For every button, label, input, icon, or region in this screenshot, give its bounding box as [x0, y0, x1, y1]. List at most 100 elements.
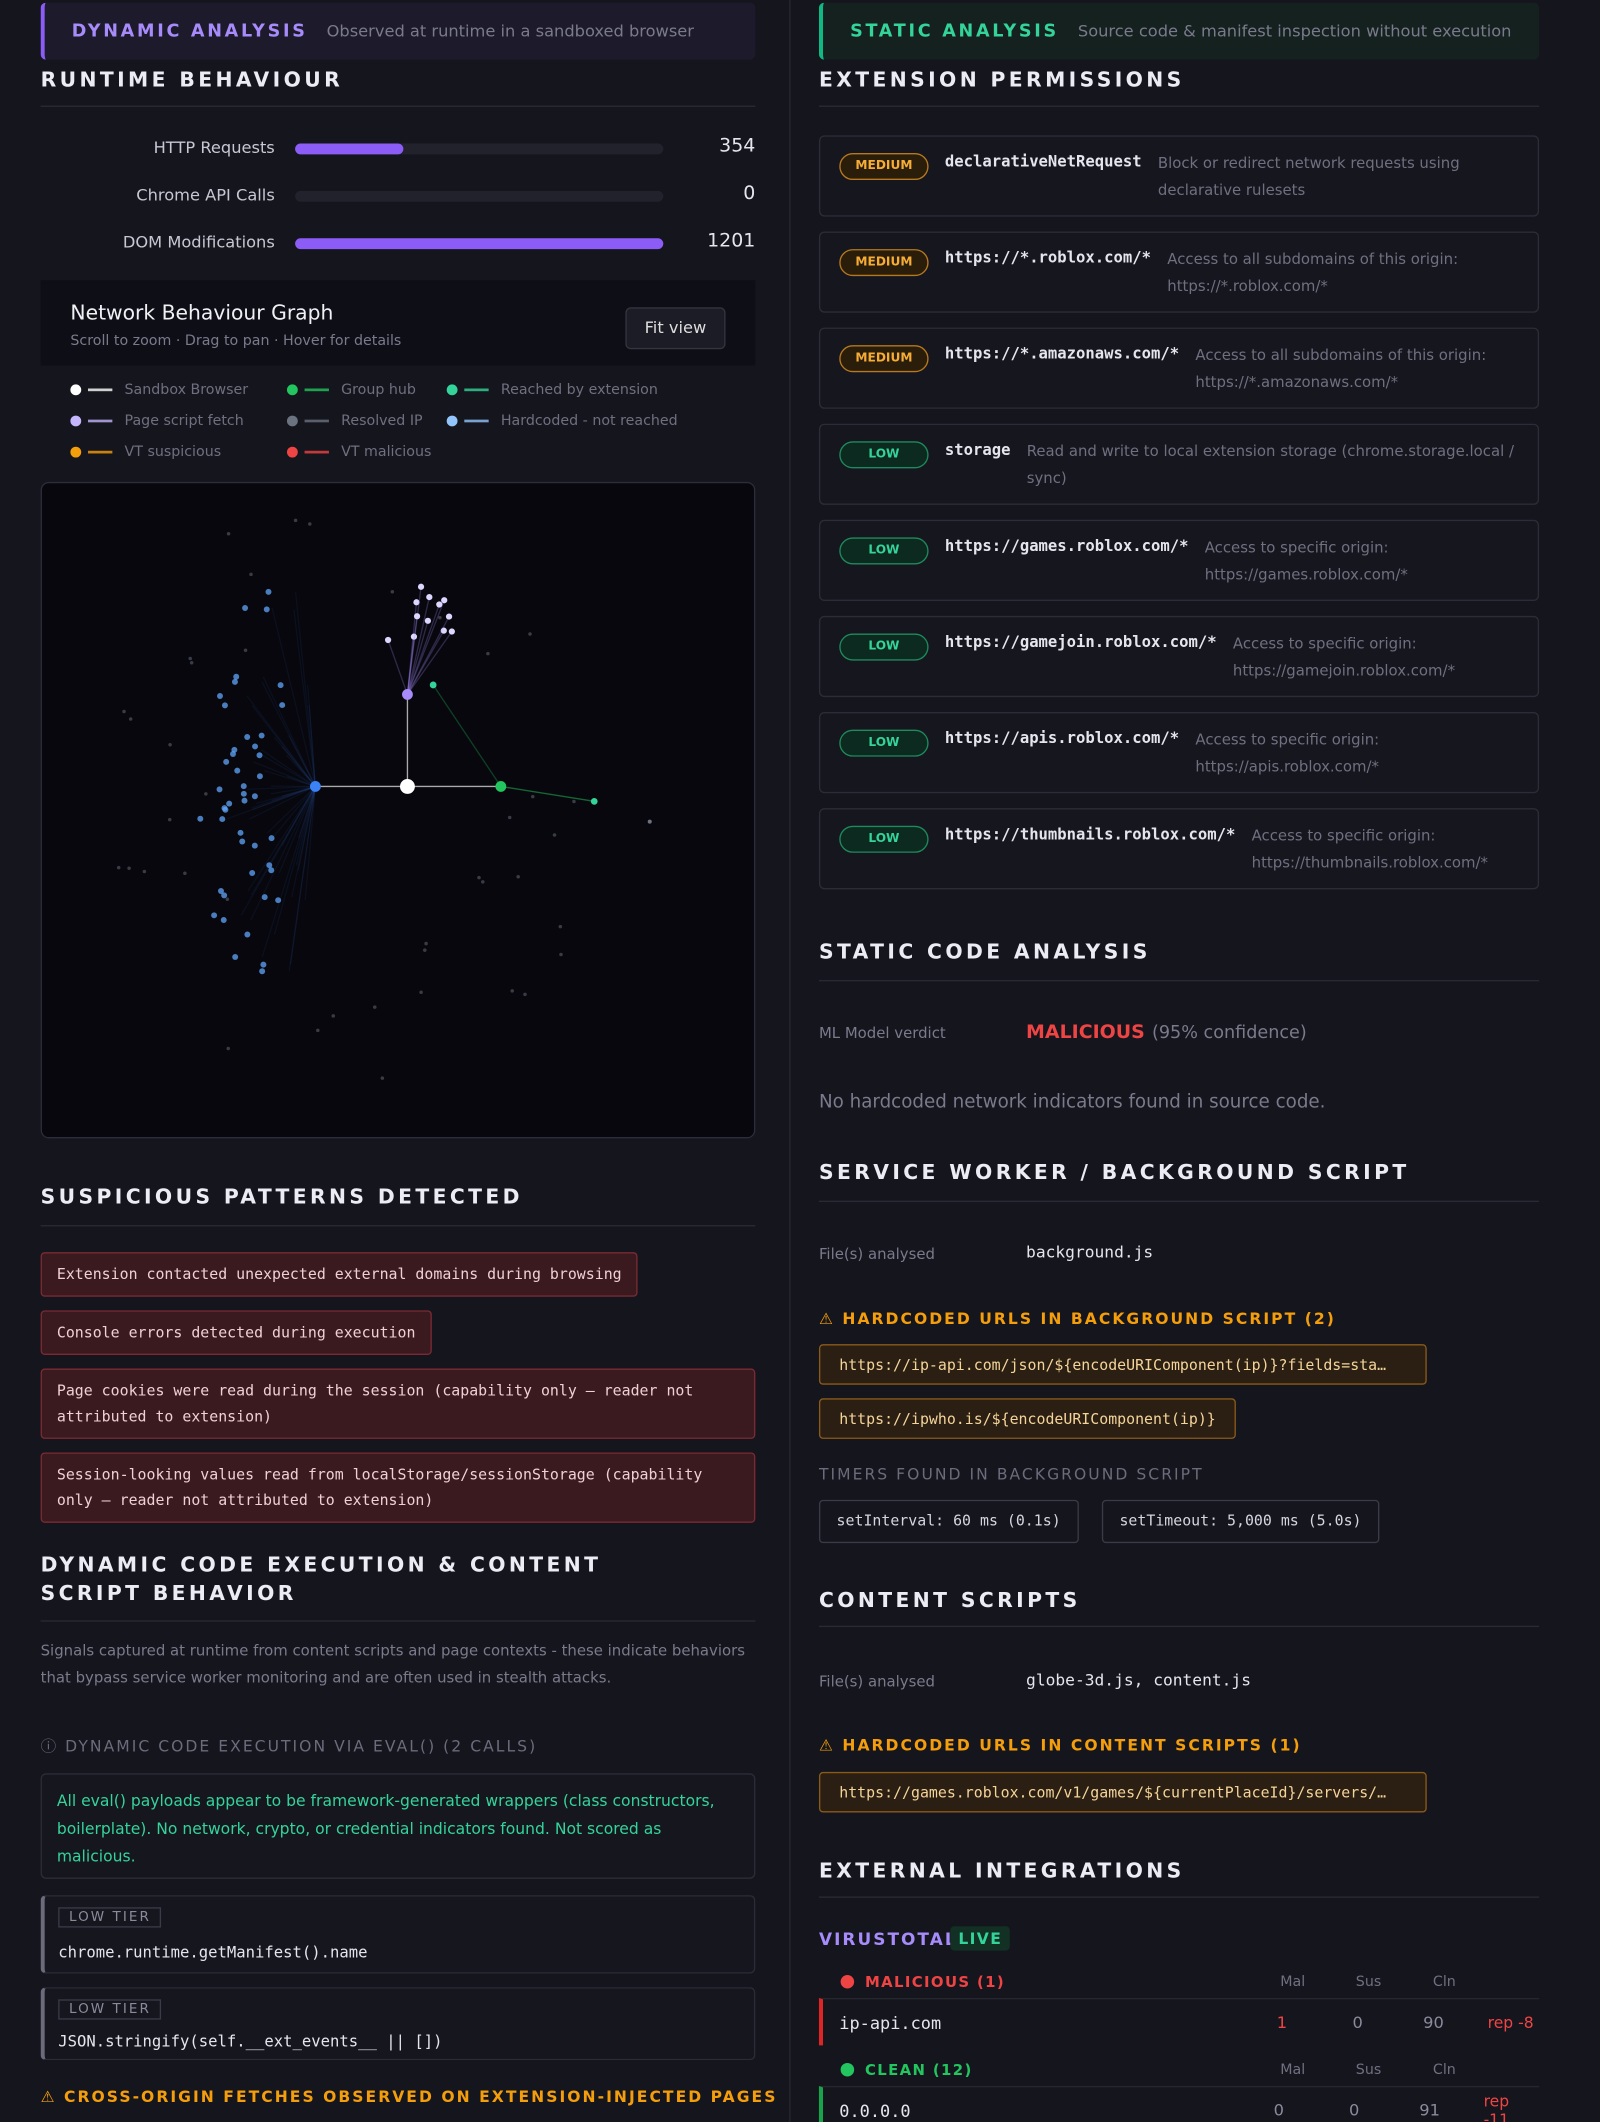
section-title: SERVICE WORKER / BACKGROUND SCRIPT: [818, 1160, 1410, 1185]
files-label: File(s) analysed: [818, 1673, 935, 1691]
graph-shape: [250, 786, 316, 896]
tier: LOW TIER: [58, 1907, 162, 1928]
graph-shape: [295, 786, 317, 866]
permission-name: https://gamejoin.roblox.com/*: [944, 632, 1217, 652]
graph-shape: [127, 866, 131, 870]
group-title: CLEAN (12): [864, 2060, 973, 2079]
graph-shape: [406, 616, 450, 695]
domain: 0.0.0.0: [839, 2100, 911, 2121]
metric-value: 1201: [707, 230, 756, 252]
timers-title: TIMERS FOUND IN BACKGROUND SCRIPT: [818, 1464, 1204, 1484]
ml-label: ML Model verdict: [818, 1024, 946, 1043]
graph-shape: [244, 931, 251, 938]
graph-shape: [291, 786, 317, 898]
vt-table: MALICIOUS (1) Mal Sus Cln ip-api.com 1 0 90 rep …: [818, 1965, 1540, 2122]
permission-desc: Access to all subdomains of this origin:…: [1195, 346, 1487, 392]
level-badge: LOW: [839, 633, 929, 661]
graph-shape: [390, 590, 395, 594]
timer: setTimeout: 5,000 ms (5.0s): [1101, 1499, 1380, 1544]
graph-shape: [256, 773, 263, 780]
graph-shape: [265, 588, 272, 595]
confidence: (95% confidence): [1151, 1023, 1307, 1044]
section-title: CONTENT SCRIPTS: [818, 1587, 1081, 1613]
graph-shape: [273, 736, 316, 787]
graph-shape: [246, 695, 316, 787]
bar: [295, 238, 664, 250]
group-title: MALICIOUS (1): [864, 1972, 1006, 1991]
legend-label: Group hub: [341, 381, 416, 398]
graph-shape: [273, 786, 317, 935]
graph-shape: [406, 616, 418, 695]
legend-label: Hardcoded - not reached: [500, 412, 678, 430]
pattern: Page cookies were read during the sessio…: [40, 1368, 756, 1439]
metric-label: Chrome API Calls: [136, 185, 275, 205]
graph-shape: [523, 992, 527, 997]
reputation: rep -8: [1487, 2012, 1534, 2032]
graph-shape: [261, 749, 316, 788]
permission: MEDIUM https://*.amazonaws.com/* Access to…: [818, 327, 1540, 409]
graph-shape: [233, 673, 240, 680]
column-header: Mal: [1280, 2061, 1306, 2078]
verdict: MALICIOUS: [1026, 1021, 1145, 1044]
count: 0: [1273, 2100, 1284, 2120]
files: background.js: [1026, 1242, 1154, 1262]
rule: [40, 1225, 756, 1227]
graph-shape: [261, 894, 268, 901]
legend-dot: [70, 415, 82, 427]
graph-shape: [220, 916, 227, 923]
eval-note: All eval() payloads appear to be framewo…: [40, 1773, 756, 1879]
reputation: rep -11: [1483, 2091, 1510, 2122]
graph-shape: [259, 753, 316, 788]
column-header: Cln: [1432, 2061, 1456, 2078]
graph-shape: [432, 684, 502, 787]
graph-shape: [167, 817, 172, 822]
tag-desc: Source code & manifest inspection withou…: [1077, 21, 1512, 41]
permission-desc: Read and write to local extension storag…: [1026, 442, 1514, 488]
eval-title: ⓘ DYNAMIC CODE EXECUTION VIA EVAL() (2 C…: [40, 1736, 538, 1756]
graph-shape: [231, 746, 238, 753]
legend-label: Sandbox Browser: [124, 381, 249, 398]
permission-desc: Access to specific origin: https://thumb…: [1251, 827, 1488, 872]
graph-shape: [507, 815, 512, 820]
graph-shape: [239, 838, 246, 845]
graph-shape: [211, 912, 218, 919]
count: 91: [1419, 2100, 1440, 2120]
graph-shape: [306, 685, 317, 787]
graph-shape: [234, 767, 241, 774]
graph-shape: [219, 816, 226, 823]
graph-shape: [448, 628, 455, 635]
graph-shape: [495, 781, 507, 792]
graph-shape: [297, 786, 317, 871]
code: chrome.runtime.getManifest().name: [58, 1942, 368, 1962]
graph-shape: [647, 819, 652, 824]
graph-shape: [197, 815, 204, 822]
legend-label: Page script fetch: [124, 412, 244, 430]
permission: MEDIUM https://*.roblox.com/* Access to al…: [818, 231, 1540, 313]
count: 0: [1352, 2012, 1363, 2032]
graph-shape: [252, 743, 259, 750]
graph-shape: [590, 797, 598, 805]
graph-shape: [406, 599, 445, 695]
fit-view-button[interactable]: Fit view: [625, 307, 726, 350]
graph-shape: [406, 604, 440, 695]
graph-shape: [406, 636, 415, 695]
graph-shape: [264, 769, 316, 788]
vt-group-header: MALICIOUS (1) Mal Sus Cln: [819, 1965, 1539, 1997]
graph-shape: [419, 990, 423, 995]
graph-shape: [226, 532, 231, 536]
graph-shape: [387, 639, 409, 695]
graph-shape: [440, 627, 447, 634]
legend-item: Group hub: [286, 381, 416, 398]
graph-shape: [572, 799, 576, 804]
graph-shape: [270, 785, 316, 795]
graph-shape: [500, 785, 595, 803]
tag-desc: Observed at runtime in a sandboxed brows…: [326, 21, 694, 41]
graph-shape: [247, 786, 316, 892]
legend-dot: [446, 415, 458, 427]
graph-shape: [231, 678, 238, 685]
graph-shape: [226, 1046, 230, 1051]
pattern: Extension contacted unexpected external …: [40, 1252, 638, 1297]
permission-name: https://apis.roblox.com/*: [944, 728, 1180, 748]
graph-shape: [268, 835, 275, 842]
graph-shape: [528, 632, 532, 636]
